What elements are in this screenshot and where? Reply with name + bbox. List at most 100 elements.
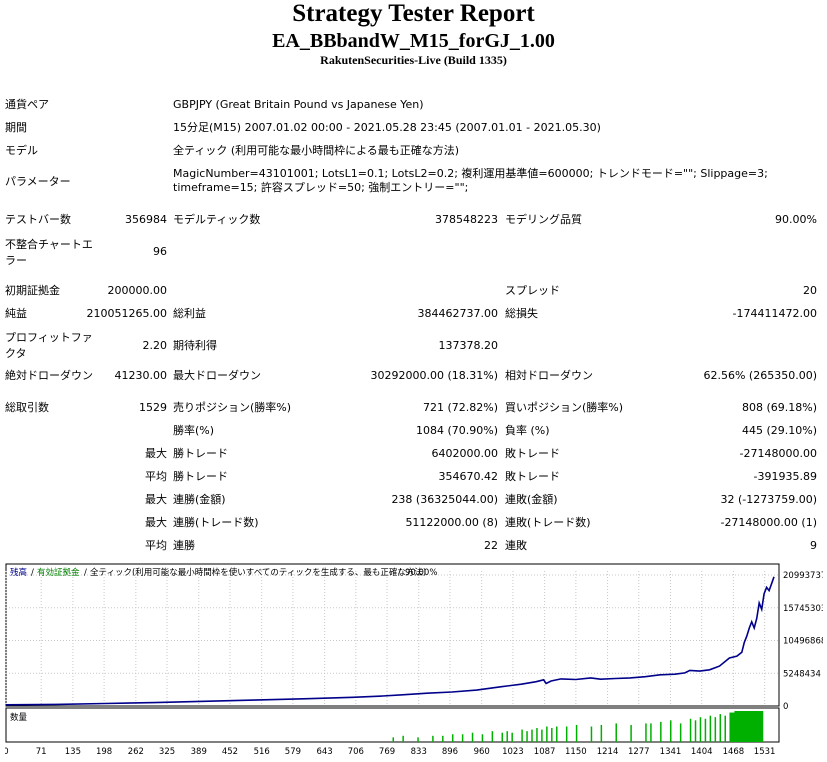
bars-value: 356984 — [125, 213, 167, 226]
volume-bar — [749, 711, 764, 742]
x-tick-label: 643 — [316, 747, 332, 757]
x-tick-label: 833 — [411, 747, 427, 757]
params-label: パラメーター — [5, 175, 71, 188]
volume-bar — [669, 720, 672, 742]
abs-dd-label: 絶対ドローダウン — [5, 369, 93, 382]
volume-bar — [724, 715, 726, 742]
volume-bars — [392, 711, 764, 742]
volume-bar — [590, 726, 593, 742]
expected-label: 期待利得 — [173, 339, 217, 352]
average-prefix: 平均 — [145, 470, 167, 483]
x-tick-label: 198 — [96, 747, 112, 757]
spread-label: スプレッド — [505, 284, 560, 297]
volume-bar — [442, 735, 444, 742]
max-consec-prefix: 最大 — [145, 493, 167, 506]
long-label: 買いポジション(勝率%) — [505, 401, 624, 414]
volume-bar — [689, 718, 692, 742]
max-dd-label: 最大ドローダウン — [173, 369, 261, 382]
x-tick-labels: 0 71 135 198 262 325 389 452 516 579 643 706 769 833 8… — [3, 747, 776, 757]
legend-balance: 残高 — [10, 567, 27, 578]
balance-chart-svg: 20993737 15745303 10496868 5248434 0 0 71 135 1… — [3, 563, 826, 757]
largest-loss-value: -27148000.00 — [739, 447, 817, 460]
pf-value: 2.20 — [142, 339, 168, 352]
volume-bar — [432, 735, 434, 742]
legend-sep-2: / — [84, 568, 87, 578]
max-dd-value: 30292000.00 (18.31%) — [370, 369, 498, 382]
y-tick-label: 20993737 — [783, 571, 823, 581]
volume-bar — [615, 723, 617, 742]
avg-consec-win-value: 22 — [484, 539, 498, 552]
legend-quality: 90.00% — [405, 568, 437, 578]
volume-bar — [575, 724, 578, 742]
trades-value: 1529 — [139, 401, 167, 414]
volume-bar — [719, 714, 722, 742]
x-tick-label: 135 — [65, 747, 81, 757]
mismatch-label: 不整合チャートエラー — [5, 238, 93, 267]
x-tick-label: 706 — [348, 747, 364, 757]
y-tick-label: 0 — [783, 702, 788, 712]
volume-bar — [709, 715, 712, 742]
x-tick-label: 1277 — [628, 747, 650, 757]
volume-bar — [556, 726, 558, 742]
server-name: RakutenSecurities-Live (Build 1335) — [320, 53, 507, 67]
max-consec-loss-money-label: 連敗(金額) — [505, 493, 558, 506]
volume-bar — [506, 731, 508, 742]
volume-bar — [600, 724, 603, 742]
y-tick-label: 10496868 — [783, 637, 823, 647]
x-tick-label: 389 — [191, 747, 207, 757]
volume-bar — [630, 724, 632, 742]
volume-bar — [536, 728, 538, 742]
loss-rate-label: 負率 (%) — [505, 424, 550, 437]
pair-value: GBPJPY (Great Britain Pound vs Japanese … — [173, 98, 424, 111]
balance-chart: 20993737 15745303 10496868 5248434 0 0 71 135 1… — [3, 563, 826, 759]
model-value: 全ティック (利用可能な最小時間枠による最も正確な方法) — [173, 144, 460, 157]
volume-bar — [660, 721, 662, 742]
win-rate-value: 1084 (70.90%) — [415, 424, 498, 437]
max-consec-loss-count-label: 連敗(トレード数) — [505, 516, 591, 529]
bars-label: テストバー数 — [5, 213, 71, 226]
x-tick-label: 1023 — [502, 747, 524, 757]
balance-line — [5, 576, 775, 706]
volume-label: 数量 — [10, 712, 28, 723]
avg-win-label: 勝トレード — [173, 470, 228, 483]
avg-consec-loss-value: 9 — [810, 539, 817, 552]
max-consec-win-money-value: 238 (36325044.00) — [391, 493, 498, 506]
deposit-label: 初期証拠金 — [5, 284, 60, 297]
volume-bar — [699, 717, 702, 742]
x-tick-label: 0 — [5, 747, 9, 757]
ea-name: EA_BBbandW_M15_forGJ_1.00 — [272, 30, 555, 52]
net-label: 純益 — [5, 307, 27, 320]
volume-bar — [551, 728, 553, 742]
volume-bar — [491, 731, 494, 742]
expected-value: 137378.20 — [438, 339, 499, 352]
x-tick-label: 769 — [379, 747, 395, 757]
pf-label: プロフィットファクタ — [5, 331, 93, 360]
volume-bar — [471, 732, 474, 742]
max-consec-loss-money-value: 32 (-1273759.00) — [720, 493, 817, 506]
volume-bar — [392, 737, 394, 742]
gross-profit-label: 総利益 — [173, 307, 206, 320]
mismatch-value: 96 — [153, 245, 167, 258]
volume-bar — [461, 734, 464, 742]
x-tick-label: 1087 — [534, 747, 556, 757]
ticks-label: モデルティック数 — [173, 213, 261, 226]
loss-rate-value: 445 (29.10%) — [741, 424, 817, 437]
trades-label: 総取引数 — [5, 401, 49, 414]
x-tick-label: 1531 — [754, 747, 776, 757]
x-tick-label: 1468 — [723, 747, 745, 757]
volume-bar — [714, 717, 717, 742]
x-tick-label: 325 — [159, 747, 175, 757]
gross-profit-value: 384462737.00 — [417, 307, 498, 320]
volume-plot-frame — [5, 707, 780, 743]
volume-bar — [402, 735, 404, 742]
y-tick-label: 5248434 — [783, 669, 821, 679]
params-value: MagicNumber=43101001; LotsL1=0.1; LotsL2… — [173, 167, 768, 194]
legend-equity: 有効証拠金 — [37, 567, 80, 578]
largest-win-label: 勝トレード — [173, 447, 228, 460]
avg-consec-prefix: 平均 — [145, 539, 167, 552]
x-tick-label: 1341 — [660, 747, 682, 757]
legend-sep-3: / — [398, 568, 401, 578]
avg-consec-loss-label: 連敗 — [505, 539, 527, 552]
x-tick-label: 1404 — [691, 747, 713, 757]
x-tick-label: 579 — [285, 747, 301, 757]
